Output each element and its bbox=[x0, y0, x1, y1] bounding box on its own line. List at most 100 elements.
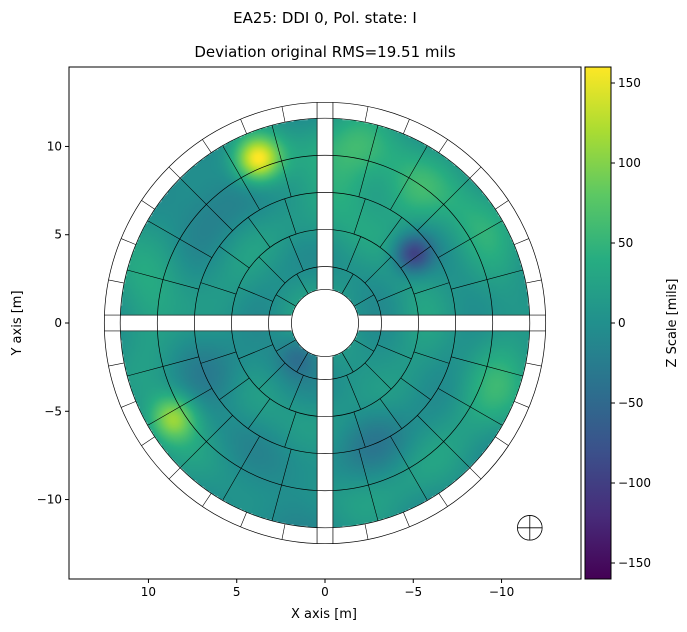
panel-ring-4 bbox=[156, 154, 494, 492]
panel-divider bbox=[368, 125, 379, 162]
panel-divider bbox=[377, 286, 412, 302]
panel-divider bbox=[353, 294, 375, 307]
panel-divider bbox=[296, 351, 309, 373]
panel-divider bbox=[240, 435, 260, 469]
panel-divider bbox=[179, 238, 213, 258]
panel-divider bbox=[281, 523, 286, 540]
panel-divider bbox=[377, 344, 412, 360]
panel-divider bbox=[514, 401, 530, 408]
x-tick-label: 0 bbox=[321, 585, 329, 599]
panel-divider bbox=[271, 125, 282, 162]
panel-ring-6 bbox=[103, 101, 547, 545]
panel-divider bbox=[141, 200, 155, 210]
panel-divider bbox=[403, 118, 410, 134]
panel-divider bbox=[451, 279, 488, 290]
colorbar-label: Z Scale [mils] bbox=[665, 279, 680, 368]
panel-divider bbox=[108, 362, 125, 367]
panel-divider bbox=[281, 160, 292, 197]
panel-divider bbox=[284, 411, 297, 448]
panel-divider bbox=[390, 177, 410, 211]
colorbar-tick-label: 0 bbox=[618, 316, 626, 330]
panel-divider bbox=[368, 484, 379, 521]
colorbar-tick-label: 150 bbox=[618, 76, 641, 90]
panel-divider bbox=[247, 217, 271, 248]
panel-divider bbox=[469, 467, 482, 480]
panel-divider bbox=[341, 351, 354, 373]
panel-divider bbox=[179, 441, 207, 469]
panel-divider bbox=[238, 286, 273, 302]
panel-divider bbox=[168, 467, 181, 480]
y-tick-label: 0 bbox=[54, 316, 62, 330]
panel-divider bbox=[364, 362, 392, 390]
panel-divider bbox=[120, 401, 136, 408]
reference-marker bbox=[517, 515, 543, 541]
x-tick-label: −10 bbox=[489, 585, 514, 599]
panel-divider bbox=[108, 279, 125, 284]
panel-divider bbox=[358, 449, 369, 486]
y-tick-label: −5 bbox=[44, 404, 62, 418]
panel-divider bbox=[296, 273, 309, 295]
panel-divider bbox=[438, 493, 448, 507]
panel-grid bbox=[103, 101, 547, 545]
panel-divider bbox=[443, 441, 471, 469]
panel-divider bbox=[451, 356, 488, 367]
panel-divider bbox=[258, 362, 286, 390]
panel-divider bbox=[238, 344, 273, 360]
panel-divider bbox=[413, 282, 450, 295]
panel-divider bbox=[379, 217, 403, 248]
panel-divider bbox=[271, 484, 282, 521]
panel-divider bbox=[495, 200, 509, 210]
panel-divider bbox=[200, 282, 237, 295]
figure-title: EA25: DDI 0, Pol. state: I bbox=[233, 9, 417, 27]
panel-divider bbox=[202, 493, 212, 507]
panel-divider bbox=[437, 238, 471, 258]
panel-divider bbox=[413, 351, 450, 364]
x-tick-label: 10 bbox=[141, 585, 156, 599]
panel-divider bbox=[219, 377, 250, 401]
panel-divider bbox=[486, 269, 523, 280]
colorbar bbox=[585, 67, 611, 579]
panel-divider bbox=[470, 220, 503, 240]
panel-divider bbox=[486, 366, 523, 377]
panel-divider bbox=[346, 375, 362, 410]
panel-divider bbox=[127, 269, 164, 280]
panel-divider bbox=[417, 204, 444, 231]
colorbar-tick-label: −150 bbox=[618, 556, 651, 570]
x-axis-label: X axis [m] bbox=[291, 607, 357, 622]
panel-divider bbox=[379, 398, 403, 429]
panel-divider bbox=[240, 512, 247, 528]
axes: 10 5 0 −5 −10 10 5 0 −5 −10 bbox=[37, 139, 515, 599]
panel-divider bbox=[364, 106, 369, 123]
panel-divider bbox=[200, 351, 237, 364]
panel-divider bbox=[147, 406, 180, 426]
panel-divider bbox=[353, 198, 366, 235]
panel-divider bbox=[281, 106, 286, 123]
panel-divider bbox=[525, 279, 542, 284]
panel-divider bbox=[469, 166, 482, 179]
panel-divider bbox=[408, 145, 428, 178]
panel-divider bbox=[353, 411, 366, 448]
colorbar-ticks: 150 100 50 0 −50 −100 −150 bbox=[611, 76, 651, 570]
panel-ring-1 bbox=[268, 266, 382, 380]
panel-divider bbox=[179, 177, 207, 205]
panel-divider bbox=[162, 279, 199, 290]
panel-ring-3 bbox=[194, 192, 456, 454]
panel-divider bbox=[400, 377, 431, 401]
panel-divider bbox=[147, 220, 180, 240]
panel-divider bbox=[219, 245, 250, 269]
colorbar-tick-label: 100 bbox=[618, 156, 641, 170]
panel-divider bbox=[346, 236, 362, 271]
y-tick-label: 10 bbox=[47, 139, 62, 153]
panel-divider bbox=[284, 198, 297, 235]
panel-divider bbox=[281, 449, 292, 486]
panel-divider bbox=[408, 468, 428, 501]
panel-divider bbox=[179, 388, 213, 408]
panel-divider bbox=[403, 512, 410, 528]
y-tick-label: 5 bbox=[54, 228, 62, 242]
panel-divider bbox=[222, 145, 242, 178]
panel-divider bbox=[168, 166, 181, 179]
panel-divider bbox=[288, 375, 304, 410]
colorbar-tick-label: −100 bbox=[618, 476, 651, 490]
panel-divider bbox=[222, 468, 242, 501]
